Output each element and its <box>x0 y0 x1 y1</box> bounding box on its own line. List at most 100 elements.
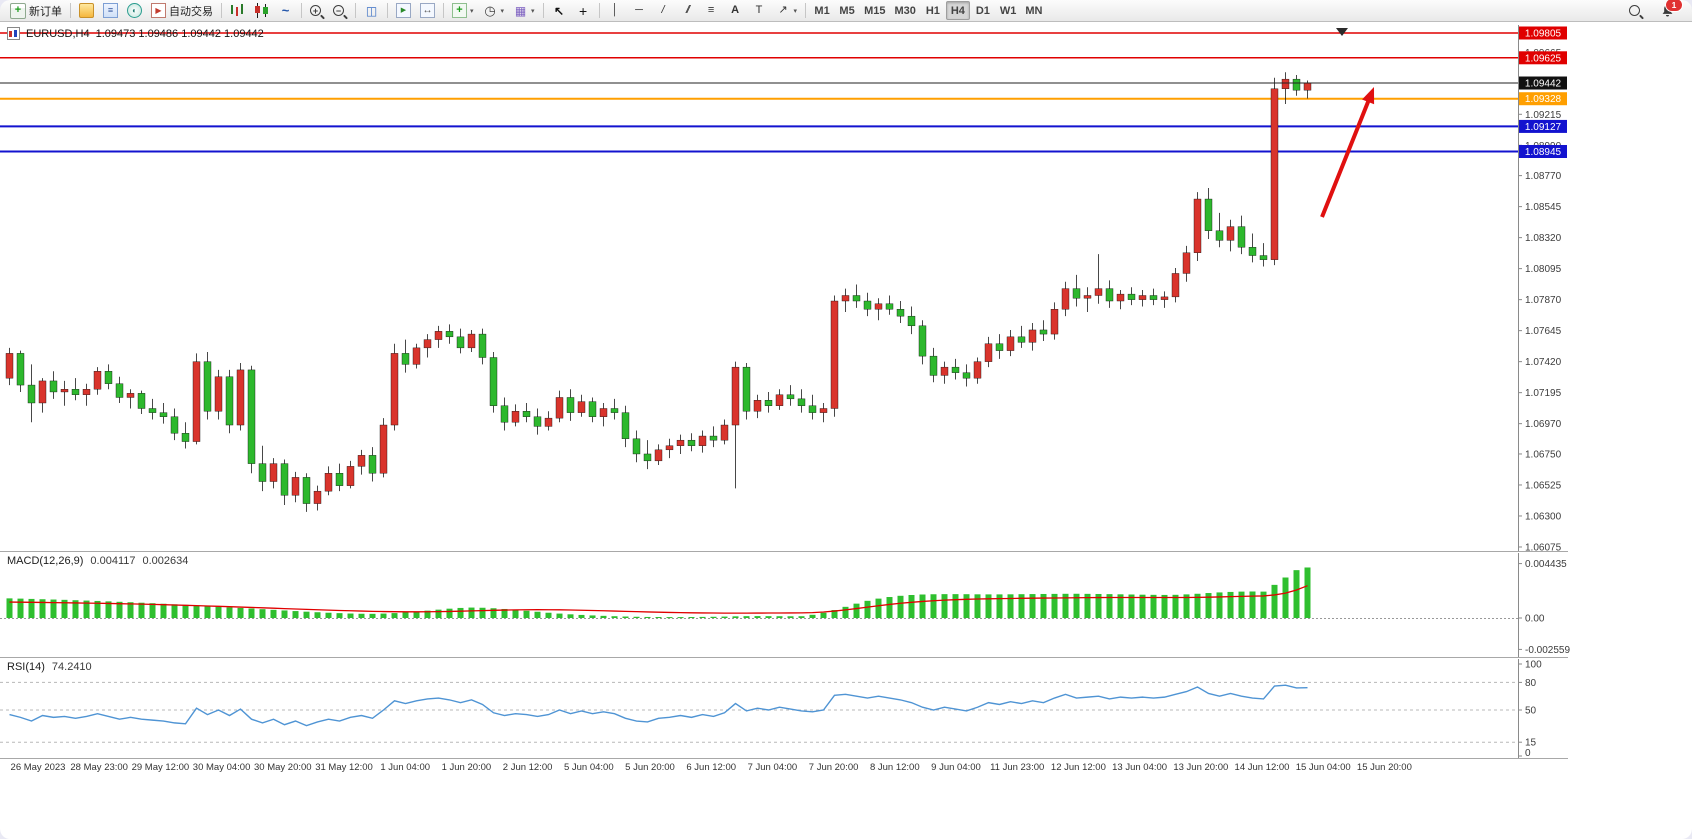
notification-badge: 1 <box>1665 0 1683 12</box>
time-label: 5 Jun 04:00 <box>563 762 614 773</box>
axis-label: 1.08770 <box>1525 171 1562 182</box>
time-axis[interactable]: 26 May 2023 28 May 23:00 29 May 12:00 30 Ma… <box>0 762 1568 776</box>
toolbar-separator <box>221 3 222 18</box>
text-button[interactable]: A <box>724 1 747 20</box>
time-label: 7 Jun 20:00 <box>808 762 859 773</box>
zoom-out-button[interactable]: − <box>329 1 351 20</box>
timeframe-m5-button[interactable]: M5 <box>835 1 859 20</box>
time-label: 5 Jun 20:00 <box>625 762 675 773</box>
text-label-icon: T <box>755 4 763 16</box>
search-button[interactable] <box>1625 1 1647 20</box>
time-label: 1 Jun 20:00 <box>441 762 492 773</box>
timeframe-m1-button[interactable]: M1 <box>810 1 834 20</box>
periods-button[interactable]: ◷ ▾ <box>479 1 509 20</box>
rsi-name: RSI(14) <box>7 661 45 673</box>
timeframe-h4-button[interactable]: H4 <box>945 1 970 20</box>
fibonacci-button[interactable]: ≡ <box>700 1 723 20</box>
time-label: 29 May 12:00 <box>131 762 190 773</box>
text-label-button[interactable]: T <box>748 1 771 20</box>
autotrading-label: 自动交易 <box>169 5 213 18</box>
toolbar-right: 1 <box>1625 0 1686 20</box>
autotrading-icon: ▶ <box>151 3 166 18</box>
navigator-button[interactable]: ≡ <box>99 1 122 20</box>
price-box-1.09805 <box>1519 26 1567 40</box>
axis-label: 1.09625 <box>1525 53 1562 64</box>
macd-main-value: 0.004117 <box>90 555 136 567</box>
caret-down-icon: ▾ <box>470 7 474 15</box>
time-label: 2 Jun 12:00 <box>502 762 553 773</box>
rsi-label: RSI(14) 74.2410 <box>7 661 92 673</box>
candles-layer <box>5 72 1312 512</box>
time-label: 13 Jun 20:00 <box>1173 762 1229 773</box>
axis-label: 1.09127 <box>1525 122 1562 133</box>
templates-button[interactable]: ▦ ▾ <box>509 1 539 20</box>
axis-label: 80 <box>1525 678 1537 689</box>
macd-panel[interactable]: 0.004435 0.00 -0.002559 <box>0 553 1600 657</box>
chart-title: EURUSD,H4 1.09473 1.09486 1.09442 1.0944… <box>7 27 264 40</box>
candlestick-chart-button[interactable] <box>250 1 273 20</box>
metaeditor-icon <box>79 3 94 18</box>
rsi-panel[interactable]: 100 80 50 150 <box>0 659 1600 758</box>
axis-label: 1.09215 <box>1525 110 1562 121</box>
crosshair-button[interactable]: + <box>572 1 595 20</box>
panel-separator[interactable] <box>0 551 1568 552</box>
line-chart-button[interactable]: ~ <box>274 1 297 20</box>
axis-label: 1.06300 <box>1525 511 1562 522</box>
axis-label: 0 <box>1525 748 1531 758</box>
candlestick-chart-icon <box>254 3 269 18</box>
bar-chart-icon <box>230 3 245 18</box>
horizontal-line-icon: ─ <box>635 4 643 16</box>
toolbar-separator <box>70 3 71 18</box>
time-label: 8 Jun 12:00 <box>869 762 920 773</box>
axis-label: 1.09442 <box>1525 79 1562 90</box>
panel-separator[interactable] <box>0 657 1568 658</box>
time-label: 28 May 23:00 <box>70 762 128 773</box>
vertical-line-button[interactable]: │ <box>604 1 627 20</box>
new-order-label: 新订单 <box>29 5 62 18</box>
autotrading-button[interactable]: ▶ 自动交易 <box>147 1 217 20</box>
timeframe-m30-button[interactable]: M30 <box>890 1 919 20</box>
timeframe-h1-button[interactable]: H1 <box>921 1 945 20</box>
notifications-button[interactable]: 1 <box>1657 0 1683 20</box>
auto-scroll-button[interactable]: ▶ <box>392 1 415 20</box>
timeframe-d1-button[interactable]: D1 <box>971 1 995 20</box>
zoom-in-button[interactable]: + <box>306 1 328 20</box>
toolbar-separator <box>387 3 388 18</box>
timeframe-m15-button[interactable]: M15 <box>860 1 889 20</box>
arrow-object-icon: ↗ <box>778 4 788 16</box>
cursor-button[interactable]: ↖ <box>548 1 571 20</box>
community-button[interactable]: ◐ <box>123 1 146 20</box>
time-label: 15 Jun 04:00 <box>1295 762 1351 773</box>
tile-windows-button[interactable]: ◫ <box>360 1 383 20</box>
time-label: 7 Jun 04:00 <box>747 762 798 773</box>
timeframe-buttons: M1 M5 M15 M30 H1 H4 D1 W1 MN <box>810 1 1046 20</box>
time-label: 13 Jun 04:00 <box>1112 762 1168 773</box>
timeframe-mn-button[interactable]: MN <box>1021 1 1046 20</box>
axis-label: 1.06075 <box>1525 542 1562 552</box>
chart-shift-button[interactable]: ↔ <box>416 1 439 20</box>
macd-signal-line <box>9 585 1308 614</box>
time-label: 30 May 04:00 <box>192 762 251 773</box>
macd-name: MACD(12,26,9) <box>7 555 84 567</box>
horizontal-line-button[interactable]: ─ <box>628 1 651 20</box>
channel-button[interactable]: // <box>676 1 699 20</box>
chart-shift-icon: ↔ <box>420 3 435 18</box>
axis-label: 1.08545 <box>1525 202 1562 213</box>
search-icon <box>1629 5 1640 16</box>
caret-down-icon: ▾ <box>500 7 505 15</box>
timeframe-w1-button[interactable]: W1 <box>996 1 1021 20</box>
new-order-button[interactable]: + 新订单 <box>6 1 66 20</box>
metaeditor-button[interactable] <box>75 1 98 20</box>
bar-chart-button[interactable] <box>226 1 249 20</box>
arrows-button[interactable]: ↗ ▾ <box>772 1 802 20</box>
axis-label: 1.07195 <box>1525 388 1562 399</box>
axis-label: 0.00 <box>1525 614 1545 625</box>
vertical-line-icon: │ <box>611 4 619 16</box>
main-chart[interactable]: 1.096651.092151.089901.087701.085451.083… <box>0 25 1600 552</box>
fibonacci-icon: ≡ <box>707 4 715 16</box>
indicators-button[interactable]: + ▾ <box>448 1 478 20</box>
trendline-button[interactable]: / <box>652 1 675 20</box>
toolbar-separator <box>598 3 600 18</box>
auto-scroll-icon: ▶ <box>396 3 411 18</box>
